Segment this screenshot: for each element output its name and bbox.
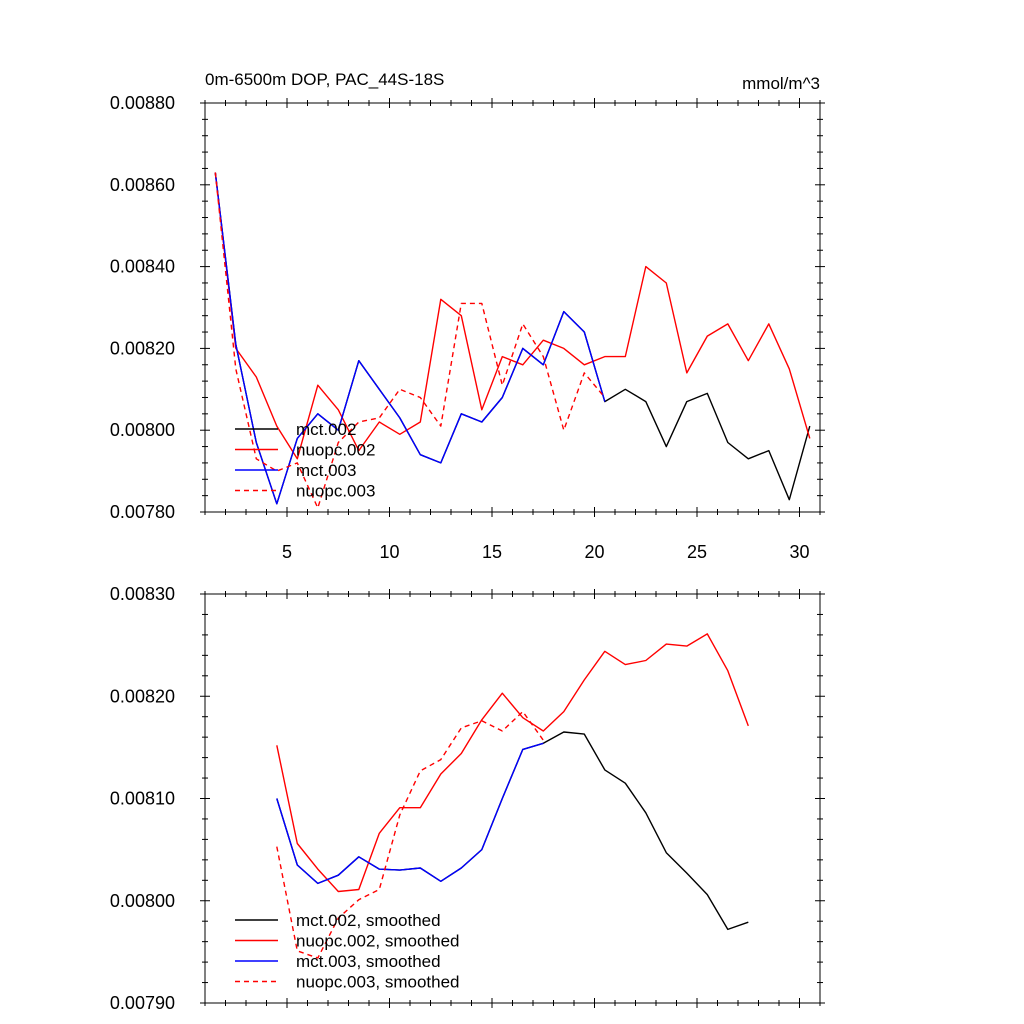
series-line-mct-003-smoothed — [276, 742, 544, 885]
y-tick-label: 0.00810 — [110, 789, 175, 809]
x-tick-label: 10 — [379, 542, 399, 562]
legend-label: nuopc.003, smoothed — [296, 973, 460, 992]
y-tick-label: 0.00800 — [110, 891, 175, 911]
legend-label: mct.003 — [296, 461, 356, 480]
y-tick-label: 0.00830 — [110, 584, 175, 604]
x-tick-label: 5 — [282, 542, 292, 562]
legend-label: mct.002 — [296, 420, 356, 439]
y-tick-label: 0.00820 — [110, 686, 175, 706]
legend-label: mct.003, smoothed — [296, 952, 441, 971]
y-tick-label: 0.00840 — [110, 257, 175, 277]
series-line-nuopc-003-smoothed — [276, 710, 544, 959]
y-tick-label: 0.00780 — [110, 502, 175, 522]
legend-label: nuopc.002 — [296, 441, 375, 460]
units-label: mmol/m^3 — [742, 74, 820, 93]
y-tick-label: 0.00790 — [110, 993, 175, 1013]
legend-label: nuopc.002, smoothed — [296, 932, 460, 951]
x-tick-label: 25 — [687, 542, 707, 562]
x-tick-label: 30 — [789, 542, 809, 562]
series-line-mct-002-smoothed — [276, 731, 749, 931]
series-line-nuopc-002 — [214, 172, 811, 460]
y-tick-label: 0.00820 — [110, 338, 175, 358]
legend-label: mct.002, smoothed — [296, 911, 441, 930]
x-tick-label: 20 — [584, 542, 604, 562]
series-line-mct-003 — [214, 172, 606, 505]
series-line-nuopc-003 — [214, 172, 606, 509]
series-line-nuopc-002-smoothed — [276, 633, 749, 893]
y-tick-label: 0.00880 — [110, 93, 175, 113]
y-tick-label: 0.00800 — [110, 420, 175, 440]
x-tick-label: 15 — [482, 542, 502, 562]
legend-label: nuopc.003 — [296, 482, 375, 501]
chart-title: 0m-6500m DOP, PAC_44S-18S — [205, 70, 444, 89]
y-tick-label: 0.00860 — [110, 175, 175, 195]
